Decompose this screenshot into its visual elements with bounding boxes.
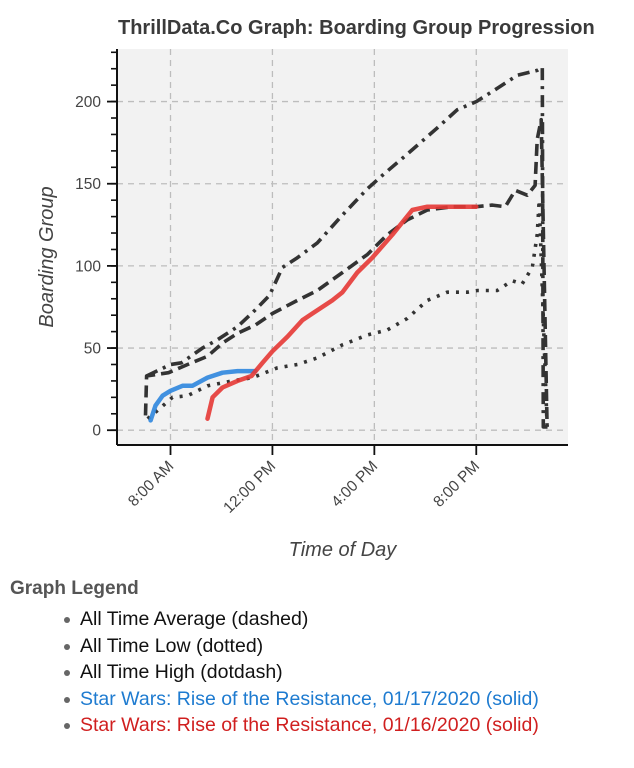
series-layer <box>143 65 550 429</box>
legend-item-0117: Star Wars: Rise of the Resistance, 01/17… <box>64 686 539 713</box>
legend-list: All Time Average (dashed) All Time Low (… <box>10 606 539 739</box>
x-tick-label: 12:00 PM <box>220 458 279 517</box>
graph-legend: Graph Legend All Time Average (dashed) A… <box>10 578 539 739</box>
x-tick-label: 4:00 PM <box>328 458 381 511</box>
y-tick-label: 150 <box>75 176 101 193</box>
bullet-icon <box>64 723 70 729</box>
bullet-icon <box>64 696 70 703</box>
series-line-solid-3 <box>148 368 258 423</box>
y-axis-label: Boarding Group <box>36 186 58 327</box>
bullet-icon <box>64 643 70 650</box>
series-line-dotdash-2 <box>145 65 550 429</box>
legend-item-low: All Time Low (dotted) <box>64 633 539 660</box>
legend-label: All Time Low (dotted) <box>80 634 264 657</box>
legend-label: All Time High (dotdash) <box>80 661 283 683</box>
axes <box>107 49 568 455</box>
legend-item-average: All Time Average (dashed) <box>64 606 539 633</box>
grid-lines <box>117 49 568 445</box>
y-tick-label: 200 <box>75 94 101 111</box>
chart: ThrillData.Co Graph: Boarding Group Prog… <box>36 17 595 561</box>
bullet-icon <box>64 670 70 676</box>
legend-item-high: All Time High (dotdash) <box>64 659 539 686</box>
series-line-dashed-0 <box>143 117 549 427</box>
legend-item-0116: Star Wars: Rise of the Resistance, 01/16… <box>64 712 539 739</box>
legend-title: Graph Legend <box>10 578 139 599</box>
y-tick-label: 50 <box>84 341 102 358</box>
plot-panel <box>117 49 568 445</box>
legend-label: Star Wars: Rise of the Resistance, 01/16… <box>80 714 539 736</box>
x-axis-label: Time of Day <box>289 539 398 561</box>
x-tick-label: 8:00 PM <box>430 458 483 511</box>
x-tick-label: 8:00 AM <box>125 458 177 510</box>
y-tick-label: 0 <box>92 423 101 440</box>
y-tick-label: 100 <box>75 258 101 275</box>
bullet-icon <box>64 617 70 623</box>
legend-label: Star Wars: Rise of the Resistance, 01/17… <box>80 687 539 710</box>
series-line-solid-4 <box>205 204 479 421</box>
chart-title: ThrillData.Co Graph: Boarding Group Prog… <box>118 17 595 39</box>
legend-label: All Time Average (dashed) <box>80 608 309 630</box>
series-line-dotted-1 <box>146 198 549 427</box>
